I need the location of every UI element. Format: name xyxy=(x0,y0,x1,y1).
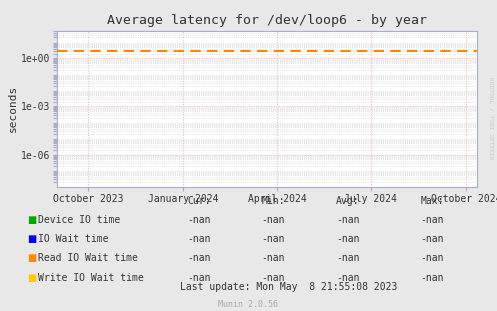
Text: -nan: -nan xyxy=(420,234,444,244)
Text: -nan: -nan xyxy=(336,273,360,283)
Text: -nan: -nan xyxy=(261,253,285,263)
Text: -nan: -nan xyxy=(336,253,360,263)
Text: Munin 2.0.56: Munin 2.0.56 xyxy=(219,300,278,309)
Text: Write IO Wait time: Write IO Wait time xyxy=(38,273,144,283)
Text: IO Wait time: IO Wait time xyxy=(38,234,109,244)
Text: ■: ■ xyxy=(27,234,37,244)
Text: Device IO time: Device IO time xyxy=(38,215,120,225)
Text: -nan: -nan xyxy=(187,253,211,263)
Text: -nan: -nan xyxy=(336,215,360,225)
Text: -nan: -nan xyxy=(187,273,211,283)
Text: -nan: -nan xyxy=(420,215,444,225)
Text: -nan: -nan xyxy=(187,234,211,244)
Title: Average latency for /dev/loop6 - by year: Average latency for /dev/loop6 - by year xyxy=(107,14,427,27)
Text: Avg:: Avg: xyxy=(336,196,360,206)
Text: -nan: -nan xyxy=(187,215,211,225)
Text: Min:: Min: xyxy=(261,196,285,206)
Text: Last update: Mon May  8 21:55:08 2023: Last update: Mon May 8 21:55:08 2023 xyxy=(179,282,397,292)
Text: -nan: -nan xyxy=(420,273,444,283)
Text: ■: ■ xyxy=(27,215,37,225)
Text: RRDTOOL / TOBI OETIKER: RRDTOOL / TOBI OETIKER xyxy=(489,77,494,160)
Text: -nan: -nan xyxy=(261,234,285,244)
Text: -nan: -nan xyxy=(261,273,285,283)
Text: Cur:: Cur: xyxy=(187,196,211,206)
Y-axis label: seconds: seconds xyxy=(8,85,18,132)
Text: -nan: -nan xyxy=(420,253,444,263)
Text: Max:: Max: xyxy=(420,196,444,206)
Text: ■: ■ xyxy=(27,253,37,263)
Text: -nan: -nan xyxy=(261,215,285,225)
Text: Read IO Wait time: Read IO Wait time xyxy=(38,253,138,263)
Text: ■: ■ xyxy=(27,273,37,283)
Text: -nan: -nan xyxy=(336,234,360,244)
